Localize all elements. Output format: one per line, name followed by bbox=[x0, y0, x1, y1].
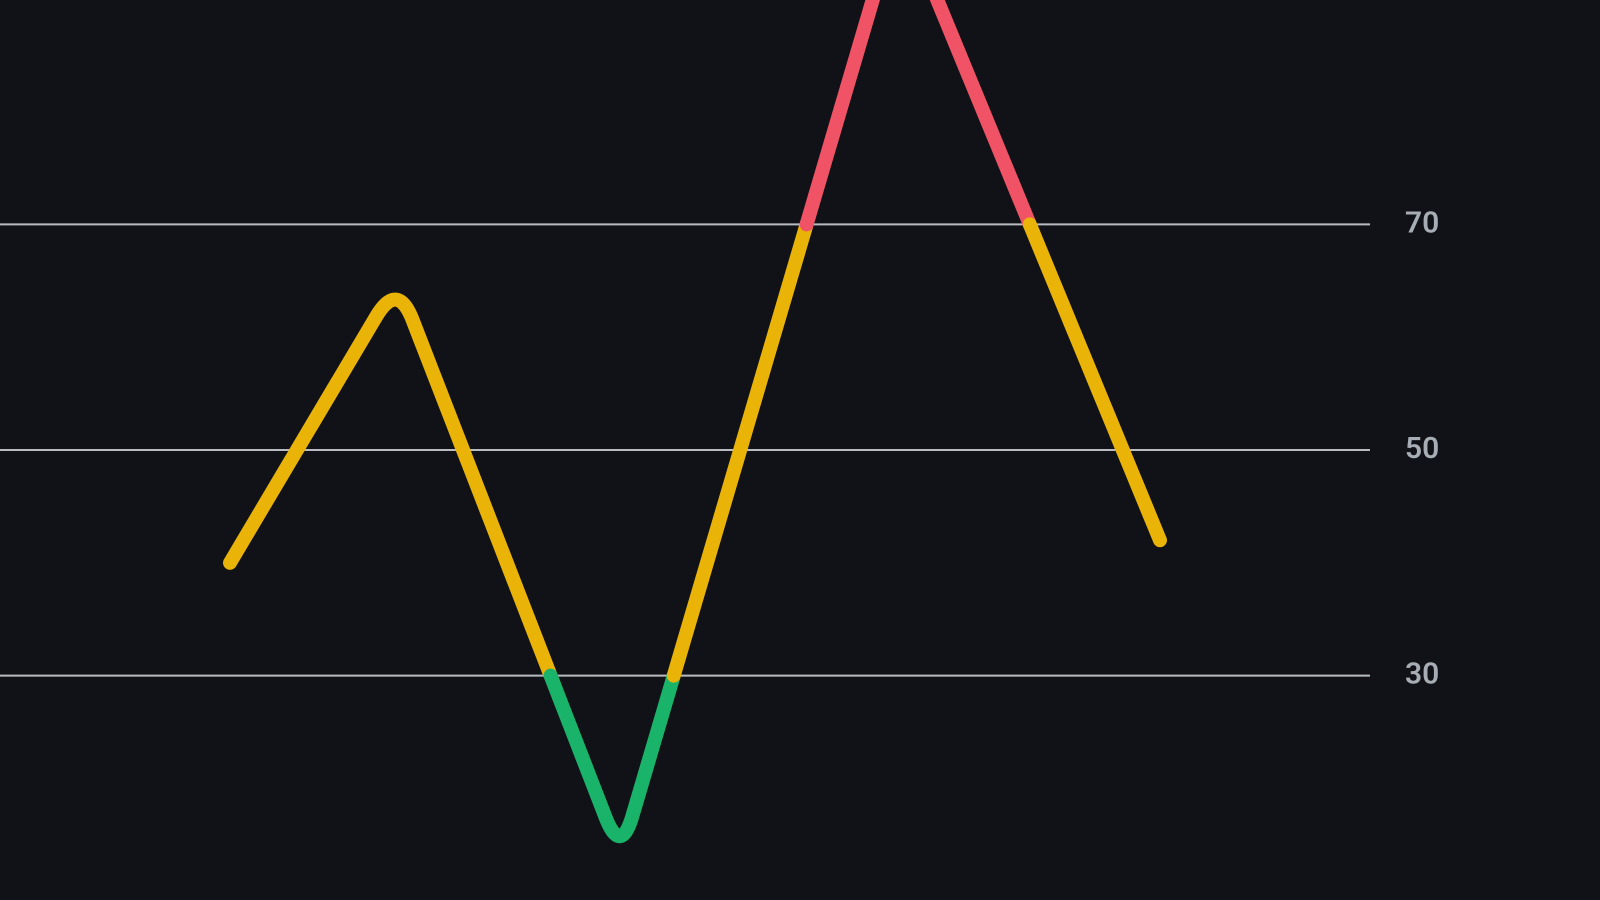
chart-svg: 30 50 70 bbox=[0, 0, 1600, 900]
y-axis-label-70: 70 bbox=[1405, 205, 1439, 240]
y-axis-label-50: 50 bbox=[1405, 431, 1439, 466]
y-axis-label-30: 30 bbox=[1405, 657, 1439, 692]
rsi-threshold-chart: 30 50 70 bbox=[0, 0, 1600, 900]
